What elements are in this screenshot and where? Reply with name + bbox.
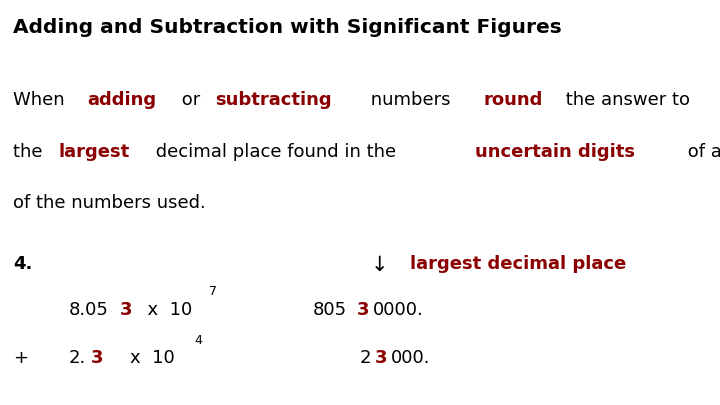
Text: or: or <box>176 91 206 109</box>
Text: 3: 3 <box>357 301 370 318</box>
Text: x  10: x 10 <box>107 349 174 367</box>
Text: adding: adding <box>87 91 156 109</box>
Text: the: the <box>13 143 48 160</box>
Text: 3: 3 <box>375 349 387 367</box>
Text: uncertain digits: uncertain digits <box>475 143 635 160</box>
Text: the answer to: the answer to <box>559 91 690 109</box>
Text: 000.: 000. <box>391 349 431 367</box>
Text: round: round <box>483 91 542 109</box>
Text: 2.: 2. <box>68 349 86 367</box>
Text: Adding and Subtraction with Significant Figures: Adding and Subtraction with Significant … <box>13 18 562 37</box>
Text: 7: 7 <box>209 285 217 298</box>
Text: 3: 3 <box>120 301 132 318</box>
Text: 0000.: 0000. <box>374 301 424 318</box>
Text: ↓: ↓ <box>371 255 388 275</box>
Text: of the numbers used.: of the numbers used. <box>13 194 206 212</box>
Text: 2: 2 <box>360 349 372 367</box>
Text: 805: 805 <box>313 301 347 318</box>
Text: 4: 4 <box>194 334 202 347</box>
Text: decimal place found in the: decimal place found in the <box>150 143 402 160</box>
Text: 3: 3 <box>91 349 103 367</box>
Text: When: When <box>13 91 71 109</box>
Text: subtracting: subtracting <box>215 91 331 109</box>
Text: 4.: 4. <box>13 255 32 273</box>
Text: 8.05: 8.05 <box>68 301 108 318</box>
Text: +: + <box>13 349 28 367</box>
Text: largest: largest <box>58 143 130 160</box>
Text: largest decimal place: largest decimal place <box>410 255 626 273</box>
Text: of any: of any <box>682 143 720 160</box>
Text: numbers: numbers <box>365 91 456 109</box>
Text: x  10: x 10 <box>136 301 192 318</box>
